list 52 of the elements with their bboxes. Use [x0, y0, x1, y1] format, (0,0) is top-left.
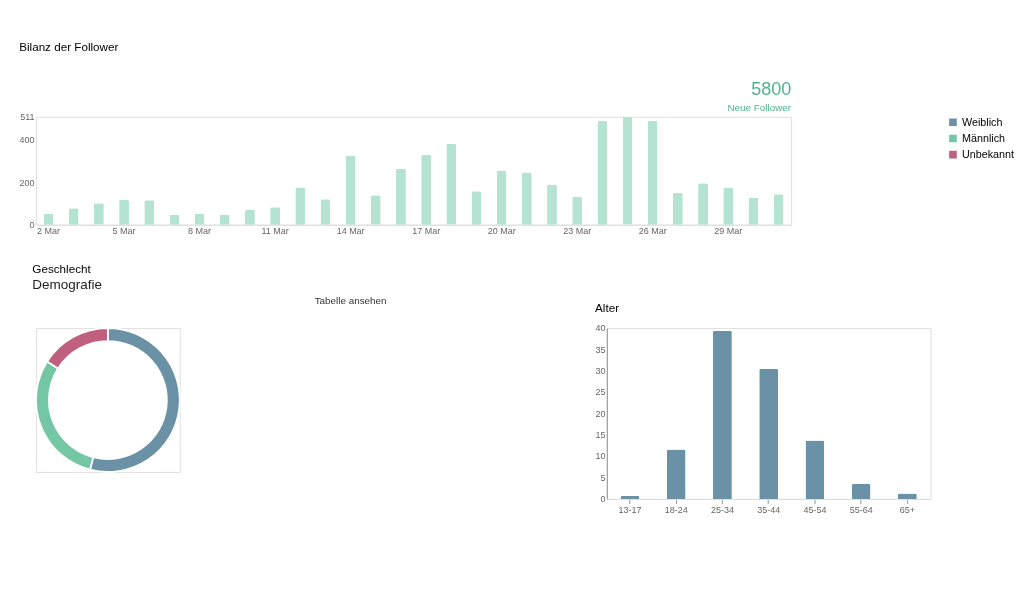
y-tick-label: 511 — [20, 112, 35, 123]
bar — [759, 368, 779, 499]
y-tick-label: 10 — [595, 451, 606, 462]
x-tick-label: 55-64 — [849, 504, 873, 515]
x-tick-label: 13-17 — [618, 504, 642, 515]
x-tick-label: 35-44 — [757, 504, 781, 515]
x-tick-label: 23 Mar — [563, 226, 592, 237]
x-tick-label: 20 Mar — [487, 226, 516, 237]
text: Demografie — [32, 277, 102, 293]
x-tick-label: 14 Mar — [336, 226, 365, 237]
bar — [647, 121, 658, 225]
legend-label: Unbekannt — [961, 148, 1015, 161]
y-tick-label: 0 — [600, 494, 606, 505]
chart-title: Alter — [595, 300, 620, 314]
x-tick-label: 2 Mar — [37, 226, 61, 237]
bar — [421, 154, 432, 225]
x-tick-label: 45-54 — [803, 504, 827, 515]
legend-label: Weiblich — [961, 115, 1003, 128]
bar — [713, 330, 732, 499]
text: Tabelle ansehen — [314, 294, 387, 306]
x-tick-label: 25-34 — [710, 504, 734, 515]
x-tick-label: 65+ — [899, 504, 916, 515]
bar — [805, 440, 825, 499]
x-tick-label: 18-24 — [664, 504, 688, 515]
y-tick-label: 5 — [600, 472, 606, 483]
x-tick-label: 29 Mar — [714, 226, 743, 237]
y-tick-label: 35 — [595, 344, 606, 355]
bar — [446, 143, 457, 225]
bar — [622, 116, 633, 225]
y-tick-label: 25 — [595, 387, 606, 398]
y-tick-label: 40 — [595, 323, 606, 334]
legend-label: Männlich — [961, 132, 1006, 145]
x-tick-label: 5 Mar — [112, 226, 136, 237]
y-tick-label: 30 — [595, 365, 606, 376]
bar — [851, 484, 871, 499]
y-tick-label: 15 — [595, 430, 606, 441]
y-tick-label: 400 — [19, 135, 35, 146]
y-tick-label: 200 — [19, 177, 35, 188]
chart-title: Bilanz der Follower — [19, 40, 119, 54]
y-tick-label: 20 — [595, 408, 606, 419]
x-tick-label: 26 Mar — [638, 226, 667, 237]
text: Geschlecht — [32, 262, 92, 276]
x-tick-label: 17 Mar — [412, 226, 441, 237]
text: 5800 — [751, 79, 792, 100]
text: Neue Follower — [727, 101, 792, 113]
bar — [666, 449, 686, 499]
x-tick-label: 11 Mar — [261, 226, 289, 237]
x-tick-label: 8 Mar — [188, 226, 212, 237]
bar — [597, 121, 608, 225]
bar — [620, 495, 640, 499]
bar — [345, 155, 356, 225]
y-tick-label: 0 — [29, 219, 35, 230]
